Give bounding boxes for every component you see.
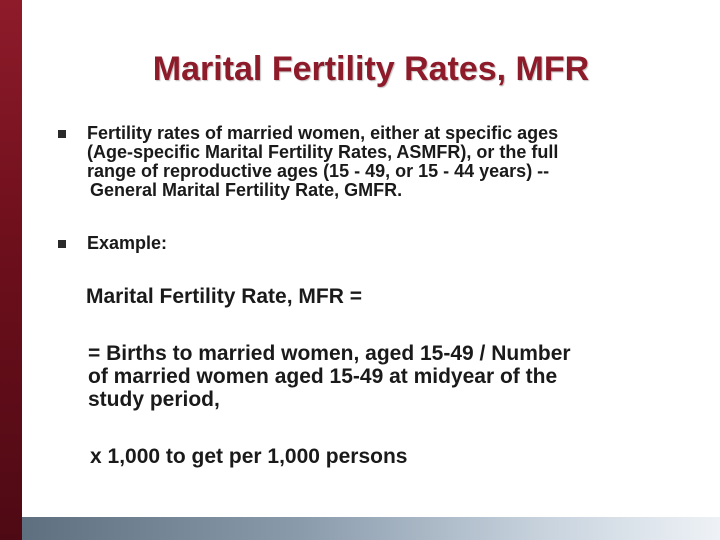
formula-line: of married women aged 15-49 at midyear o…: [88, 365, 558, 388]
bullet-line: Example:: [87, 233, 168, 253]
bullet-text: Fertility rates of married women, either…: [87, 124, 667, 200]
bullet-line: (Age-specific Marital Fertility Rates, A…: [87, 142, 559, 162]
left-accent-bar: [0, 0, 22, 540]
formula-line: study period,: [88, 388, 220, 411]
bottom-accent-bar: [22, 517, 720, 540]
square-bullet-icon: [58, 130, 66, 138]
formula-line: = Births to married women, aged 15-49 / …: [88, 342, 571, 365]
slide-title: Marital Fertility Rates, MFR: [152, 50, 590, 88]
bullet-line: range of reproductive ages (15 - 49, or …: [87, 161, 550, 181]
square-bullet-icon: [58, 240, 66, 248]
bullet-item-definition: Fertility rates of married women, either…: [58, 124, 667, 200]
bullet-line: Fertility rates of married women, either…: [87, 123, 559, 143]
multiplier-note: x 1,000 to get per 1,000 persons: [90, 445, 408, 468]
bullet-item-example: Example:: [58, 234, 667, 253]
bullet-text: Example:: [87, 234, 667, 253]
formula-title: Marital Fertility Rate, MFR =: [86, 285, 362, 308]
bullet-line: General Marital Fertility Rate, GMFR.: [90, 180, 403, 200]
formula-definition: = Births to married women, aged 15-49 / …: [88, 342, 708, 411]
